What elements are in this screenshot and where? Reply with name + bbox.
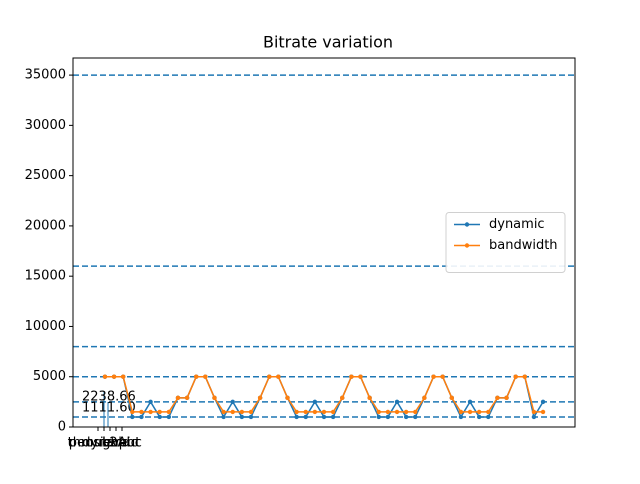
point: [203, 374, 208, 379]
point: [267, 374, 272, 379]
point: [422, 395, 427, 401]
point: [531, 409, 537, 415]
point: [303, 409, 308, 415]
point: [394, 409, 400, 415]
point: [330, 409, 336, 415]
point: [385, 414, 391, 420]
point: [239, 414, 245, 420]
point: [102, 374, 108, 379]
point: [531, 414, 537, 420]
point: [221, 409, 226, 415]
x-tick-label: L2Abc: [102, 436, 142, 451]
y-tick-label: 25000: [25, 168, 66, 183]
point: [431, 374, 436, 379]
point: [403, 409, 409, 415]
point: [139, 414, 144, 420]
point: [139, 409, 144, 415]
point: [458, 409, 464, 415]
y-tick-label: 5000: [33, 369, 66, 384]
point: [148, 409, 153, 415]
point: [212, 395, 217, 401]
point: [175, 395, 181, 401]
point: [248, 414, 254, 420]
point: [467, 409, 473, 415]
point: [230, 399, 235, 405]
legend-label: dynamic: [489, 217, 545, 232]
point: [194, 374, 199, 379]
point: [330, 414, 336, 420]
annotation: 2238.66: [82, 390, 136, 405]
y-tick-label: 0: [58, 420, 66, 435]
point: [157, 409, 162, 415]
legend-marker: [464, 222, 470, 227]
point: [486, 409, 491, 415]
x-tick-label: pensieve: [69, 436, 128, 451]
annotation: 1111.60: [82, 401, 136, 416]
point: [257, 395, 263, 401]
legend-label: bandwidth: [489, 238, 558, 253]
point: [321, 409, 327, 415]
point: [184, 395, 190, 401]
point: [467, 399, 473, 405]
point: [239, 409, 245, 415]
point: [476, 414, 482, 420]
y-tick-label: 20000: [25, 218, 66, 233]
point: [276, 374, 281, 379]
point: [403, 414, 409, 420]
point: [312, 409, 318, 415]
point: [166, 414, 172, 420]
point: [413, 414, 418, 420]
point: [349, 374, 354, 379]
point: [513, 374, 518, 379]
point: [540, 399, 546, 405]
legend-box: [445, 212, 566, 273]
point: [504, 395, 509, 401]
point: [130, 414, 135, 420]
point: [522, 374, 527, 379]
point: [285, 395, 290, 401]
legend-marker: [464, 243, 470, 248]
point: [449, 395, 454, 401]
point: [294, 409, 299, 415]
y-tick-label: 30000: [25, 118, 66, 133]
x-tick-label: throughput: [68, 436, 141, 451]
point: [340, 395, 345, 401]
point: [221, 414, 226, 420]
point: [458, 414, 464, 420]
legend: dynamic bandwidth: [445, 212, 566, 273]
point: [476, 409, 482, 415]
plot-frame: [72, 57, 576, 428]
point: [358, 374, 363, 379]
point: [248, 409, 254, 415]
point: [321, 414, 327, 420]
point: [486, 414, 491, 420]
point: [148, 399, 153, 405]
point: [440, 374, 445, 379]
point: [540, 409, 546, 415]
point: [394, 399, 400, 405]
point: [413, 409, 418, 415]
point: [121, 374, 126, 379]
point: [376, 409, 381, 415]
point: [367, 395, 372, 401]
x-tick-label: dynamic: [82, 436, 138, 451]
point: [495, 395, 500, 401]
chart-title: Bitrate variation: [263, 33, 393, 52]
point: [385, 409, 391, 415]
point: [230, 409, 235, 415]
y-tick-label: 15000: [25, 269, 66, 284]
point: [130, 409, 135, 415]
y-tick-label: 10000: [25, 319, 66, 334]
point: [166, 409, 172, 415]
point: [303, 414, 308, 420]
point: [111, 374, 117, 379]
point: [294, 414, 299, 420]
point: [157, 414, 162, 420]
point: [376, 414, 381, 420]
y-tick-label: 35000: [25, 68, 66, 83]
x-tick-label: bola: [102, 436, 130, 451]
point: [312, 399, 318, 405]
